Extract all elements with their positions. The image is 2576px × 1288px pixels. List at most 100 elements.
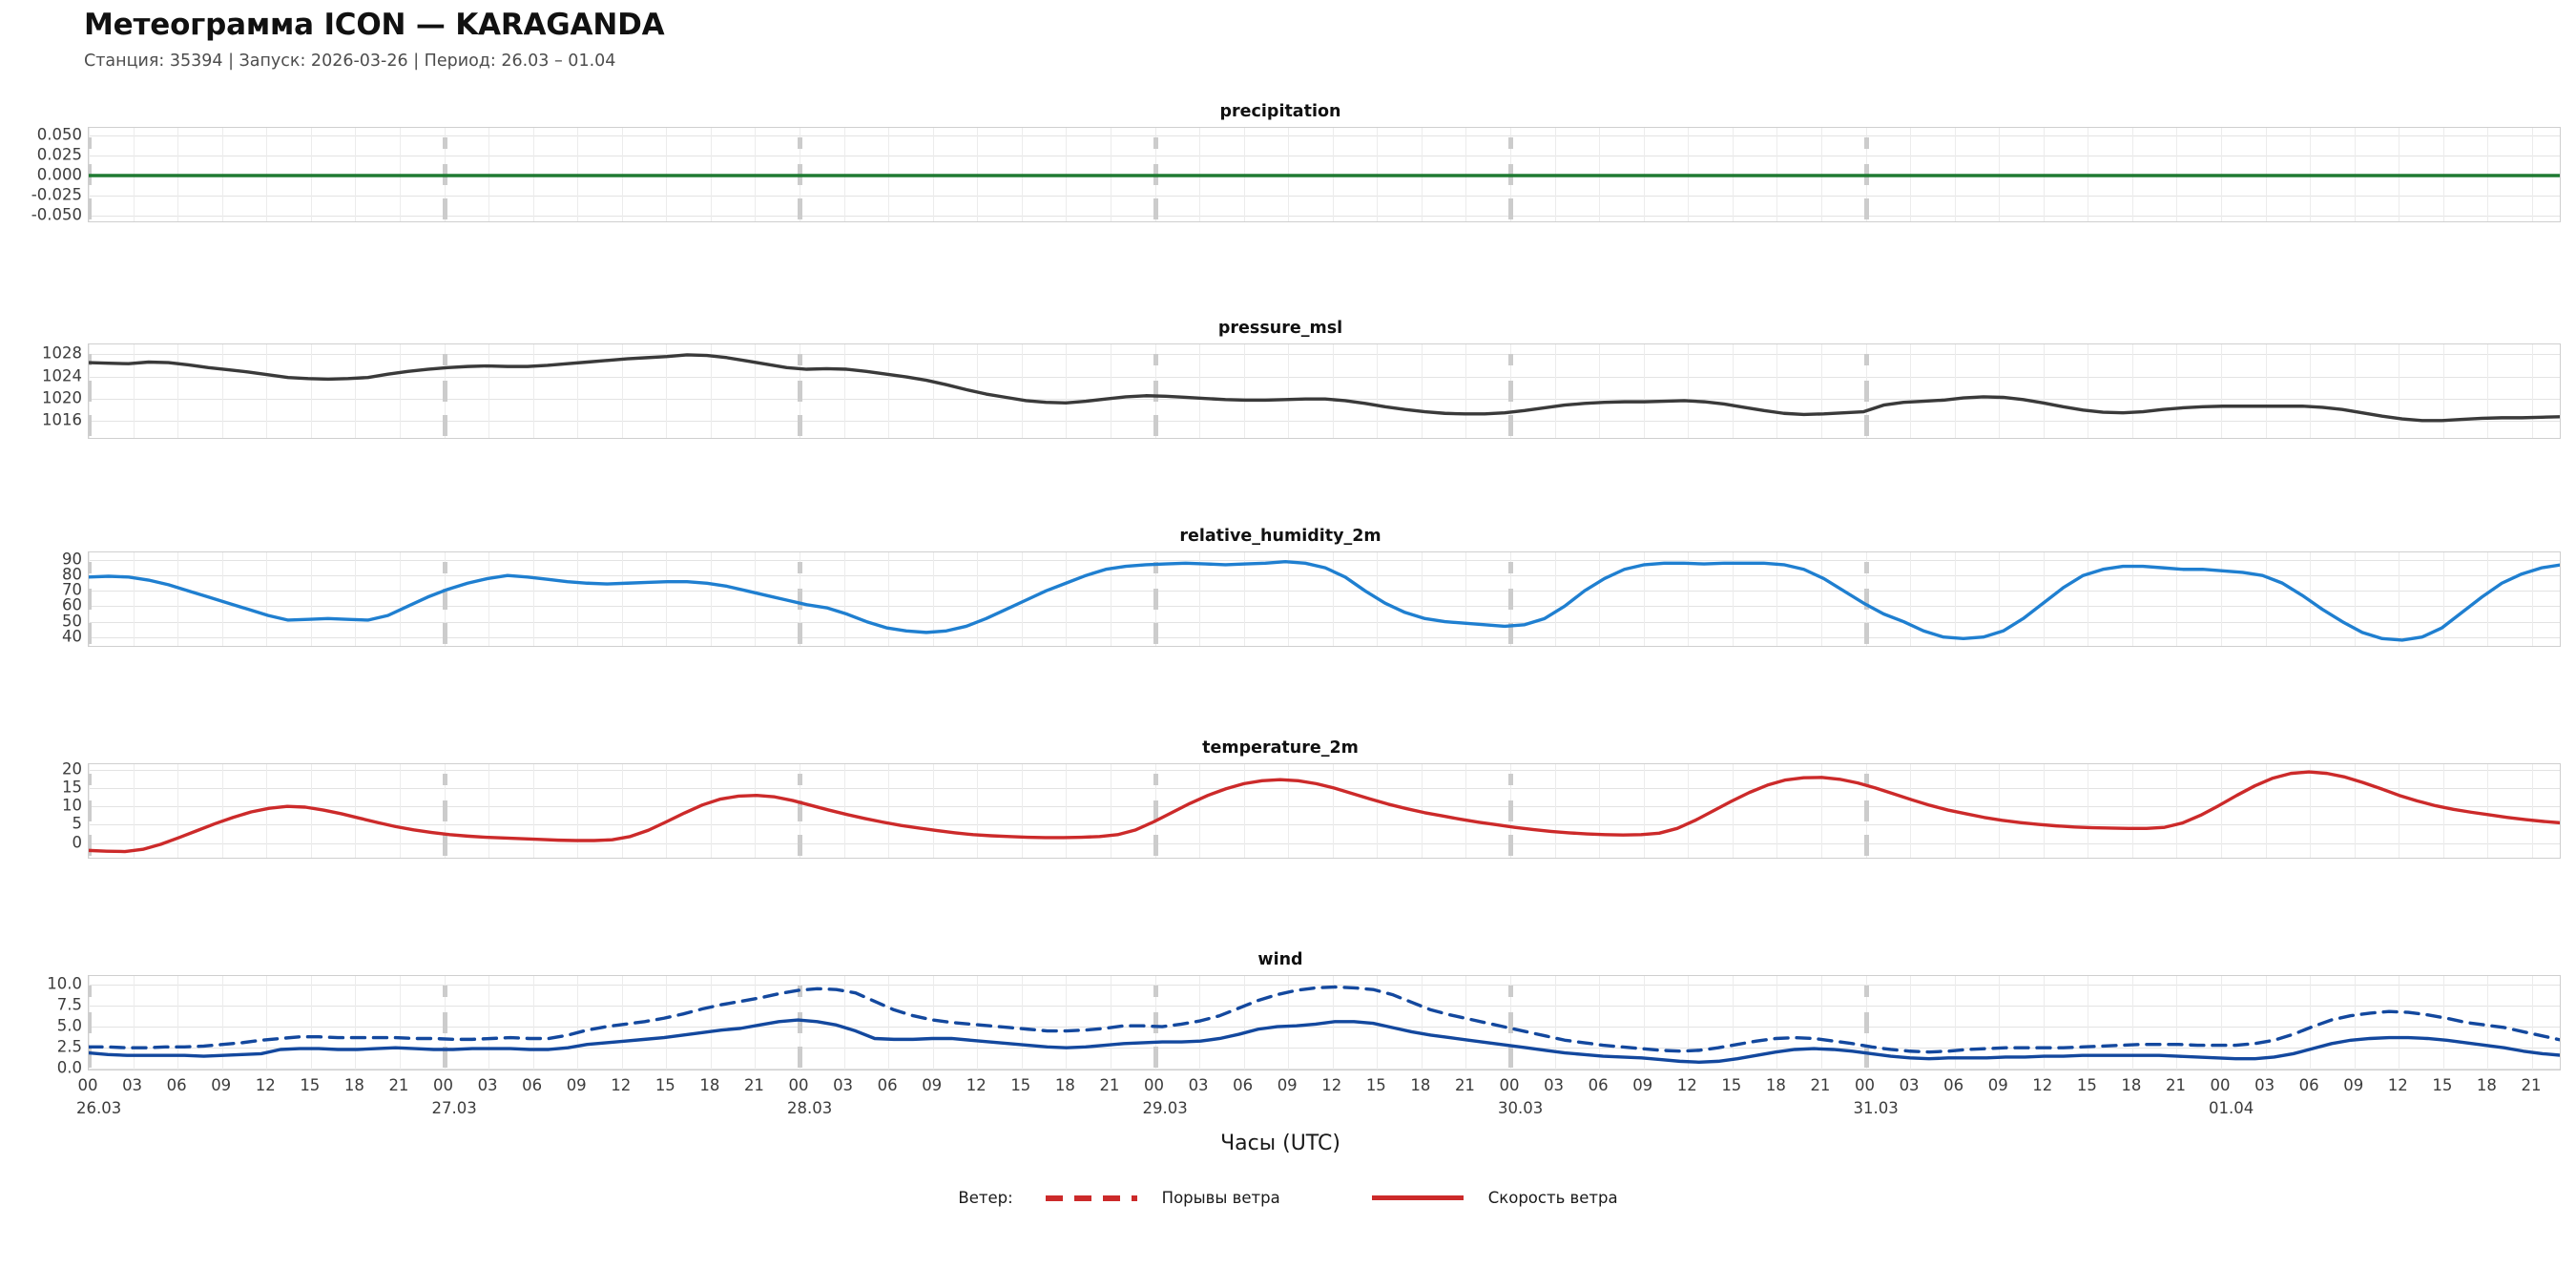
y-tick-label: 5.0 — [56, 1016, 82, 1035]
gridline-vertical — [710, 976, 712, 1070]
gridline-vertical — [2487, 976, 2489, 1070]
gridline-vertical — [710, 344, 712, 438]
gridline-horizontal — [89, 842, 2560, 844]
day-separator — [442, 623, 447, 644]
gridline-vertical — [1199, 552, 1201, 646]
gridline-vertical — [1688, 976, 1690, 1070]
day-separator — [1863, 774, 1869, 785]
y-axis-relative_humidity_2m: 90 80 70 60 50 40 — [0, 551, 82, 647]
gridline-vertical — [755, 344, 757, 438]
x-tick-hour: 12 — [1321, 1076, 1342, 1094]
gridline-vertical — [1820, 764, 1822, 858]
day-separator — [442, 415, 447, 436]
x-tick-day: 26.03 — [76, 1099, 122, 1117]
plot-area-precipitation — [88, 127, 2561, 222]
day-separator — [89, 415, 92, 436]
day-separator — [1153, 835, 1158, 856]
gridline-vertical — [1066, 344, 1068, 438]
y-tick-label: 1020 — [42, 388, 82, 407]
gridline-vertical — [1332, 764, 1334, 858]
day-separator — [89, 800, 92, 821]
day-separator — [1863, 354, 1869, 365]
series-layer-relative_humidity_2m — [89, 559, 2560, 642]
gridline-vertical — [177, 976, 179, 1070]
day-separator — [1863, 800, 1869, 821]
gridline-vertical — [1243, 552, 1245, 646]
x-tick-hour: 15 — [1721, 1076, 1742, 1094]
gridline-vertical — [2043, 344, 2045, 438]
gridline-vertical — [1776, 976, 1778, 1070]
day-separator — [1153, 800, 1158, 821]
gridline-vertical — [1954, 344, 1956, 438]
legend-swatch-solid-icon — [1371, 1195, 1464, 1200]
x-tick-hour: 06 — [166, 1076, 187, 1094]
x-tick-hour: 09 — [211, 1076, 232, 1094]
gridline-vertical — [1021, 344, 1023, 438]
gridline-vertical — [843, 552, 845, 646]
x-tick-hour: 18 — [1765, 1076, 1786, 1094]
y-tick-label: -0.050 — [31, 205, 82, 224]
gridline-vertical — [2310, 764, 2312, 858]
x-tick-hour: 15 — [2076, 1076, 2097, 1094]
x-tick-hour: 00 — [433, 1076, 453, 1094]
gridline-vertical — [2043, 764, 2045, 858]
gridline-vertical — [843, 344, 845, 438]
x-tick-day: 31.03 — [1853, 1099, 1899, 1117]
y-tick-label: 20 — [62, 759, 82, 779]
gridline-vertical — [177, 552, 179, 646]
gridline-vertical — [1954, 552, 1956, 646]
gridline-vertical — [1688, 344, 1690, 438]
gridline-vertical — [2131, 976, 2133, 1070]
gridline-vertical — [1066, 764, 1068, 858]
gridline-vertical — [2354, 552, 2356, 646]
x-axis: 00 03 06 09 12 15 18 21 00 03 06 09 12 15 18 21 00 03 06 09… — [0, 1076, 2561, 1133]
day-separator — [442, 835, 447, 856]
gridline-vertical — [2221, 764, 2223, 858]
x-tick-hour: 03 — [2254, 1076, 2275, 1094]
day-separator — [798, 381, 802, 402]
gridline-vertical — [1732, 764, 1734, 858]
day-separator — [89, 1047, 92, 1068]
day-separator — [1153, 1012, 1158, 1033]
x-tick-hour: 03 — [477, 1076, 498, 1094]
gridline-vertical — [1288, 344, 1290, 438]
x-tick-hour: 21 — [2521, 1076, 2542, 1094]
panel-title-wind: wind — [1257, 950, 1303, 969]
series-line-relative_humidity_2m — [89, 559, 2560, 642]
gridline-vertical — [310, 552, 312, 646]
y-tick-label: 50 — [62, 612, 82, 631]
gridline-vertical — [532, 552, 534, 646]
gridline-vertical — [1732, 552, 1734, 646]
y-axis-precipitation: 0.050 0.025 0.000 -0.025 -0.050 — [0, 126, 82, 224]
wind-legend: Ветер: Порывы ветра Скорость ветра — [0, 1189, 2576, 1207]
gridline-vertical — [177, 344, 179, 438]
gridline-vertical — [310, 976, 312, 1070]
day-separator — [442, 589, 447, 610]
gridline-horizontal — [89, 1048, 2560, 1049]
gridline-vertical — [1288, 552, 1290, 646]
day-separator — [1508, 562, 1513, 573]
gridline-vertical — [755, 552, 757, 646]
day-separator — [442, 774, 447, 785]
gridline-vertical — [2221, 976, 2223, 1070]
day-separator — [89, 137, 92, 149]
gridline-vertical — [2043, 552, 2045, 646]
y-tick-label: 60 — [62, 595, 82, 614]
y-tick-label: 1016 — [42, 410, 82, 429]
x-tick-hour: 18 — [1410, 1076, 1431, 1094]
x-tick-hour: 03 — [1899, 1076, 1920, 1094]
y-tick-label: 0 — [72, 833, 83, 852]
gridline-horizontal — [89, 195, 2560, 197]
day-separator — [1508, 589, 1513, 610]
page-title: Метеограмма ICON — KARAGANDA — [84, 8, 665, 42]
day-separator — [1508, 1012, 1513, 1033]
legend-item-gusts[interactable]: Порывы ветра — [1045, 1189, 1372, 1207]
gridline-vertical — [2176, 552, 2178, 646]
y-tick-label: 10 — [62, 796, 82, 815]
y-tick-label: 7.5 — [56, 995, 82, 1014]
x-tick-hour: 21 — [1454, 1076, 1475, 1094]
legend-item-speed[interactable]: Скорость ветра — [1371, 1189, 1618, 1207]
gridline-vertical — [310, 344, 312, 438]
gridline-vertical — [2442, 764, 2444, 858]
gridline-vertical — [399, 344, 401, 438]
